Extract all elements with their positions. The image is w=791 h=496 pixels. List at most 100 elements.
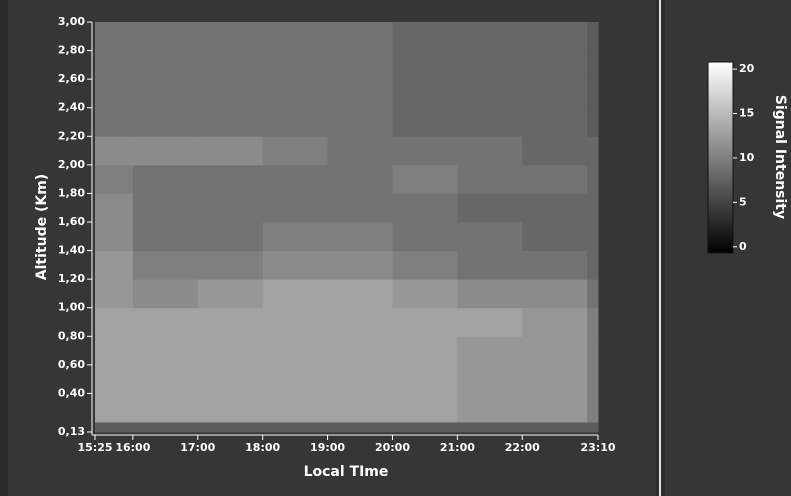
y-tick-label: 2,20 bbox=[58, 129, 85, 142]
heatmap-cell bbox=[522, 222, 588, 252]
heatmap-cell bbox=[197, 422, 264, 433]
x-tick-label: 18:00 bbox=[245, 441, 280, 454]
heatmap-cell bbox=[522, 422, 588, 433]
heatmap-cell bbox=[132, 107, 199, 137]
heatmap-cell bbox=[457, 307, 523, 337]
heatmap-cell bbox=[132, 22, 199, 52]
heatmap-cell bbox=[197, 79, 264, 109]
heatmap-cell bbox=[262, 279, 329, 309]
heatmap-cell bbox=[587, 164, 599, 194]
heatmap-cell bbox=[262, 336, 329, 366]
heatmap-cell bbox=[392, 164, 458, 194]
y-tick-label: 3,00 bbox=[58, 15, 85, 28]
colorbar-tick-label: 20 bbox=[739, 62, 755, 75]
y-tick-label: 0,40 bbox=[58, 386, 85, 399]
heatmap-cell bbox=[262, 22, 329, 52]
heatmap-cell bbox=[587, 250, 599, 280]
y-tick-label: 2,40 bbox=[58, 101, 85, 114]
heatmap-cell bbox=[197, 136, 264, 166]
heatmap-cell bbox=[587, 107, 599, 137]
heatmap-cell bbox=[457, 164, 523, 194]
y-tick-label: 1,60 bbox=[58, 215, 85, 228]
heatmap-cell bbox=[522, 279, 588, 309]
heatmap-cell bbox=[95, 279, 134, 309]
heatmap-cell bbox=[95, 250, 134, 280]
heatmap-cell bbox=[587, 222, 599, 252]
heatmap-cell bbox=[197, 22, 264, 52]
heatmap-cell bbox=[95, 364, 134, 394]
heatmap-cell bbox=[95, 164, 134, 194]
heatmap-cell bbox=[457, 336, 523, 366]
x-tick-label: 23:10 bbox=[580, 441, 615, 454]
heatmap-cell bbox=[522, 307, 588, 337]
heatmap-cell bbox=[132, 50, 199, 80]
x-tick-label: 19:00 bbox=[310, 441, 345, 454]
heatmap-cell bbox=[457, 107, 523, 137]
heatmap-cell bbox=[327, 136, 393, 166]
x-tick-label: 17:00 bbox=[180, 441, 215, 454]
heatmap-cell bbox=[197, 164, 264, 194]
x-tick-label: 15:25 bbox=[77, 441, 112, 454]
heatmap-cell bbox=[522, 193, 588, 223]
heatmap-cell bbox=[457, 222, 523, 252]
heatmap-cell bbox=[392, 364, 458, 394]
heatmap-cell bbox=[132, 336, 199, 366]
heatmap-cell bbox=[522, 250, 588, 280]
heatmap-cell bbox=[522, 393, 588, 423]
heatmap-cell bbox=[327, 107, 393, 137]
heatmap-cell bbox=[327, 250, 393, 280]
heatmap-cell bbox=[197, 364, 264, 394]
heatmap-cell bbox=[457, 279, 523, 309]
heatmap-cell bbox=[197, 336, 264, 366]
heatmap-cell bbox=[132, 222, 199, 252]
heatmap-cell bbox=[262, 50, 329, 80]
heatmap-cell bbox=[197, 307, 264, 337]
y-tick-label: 0,13 bbox=[58, 425, 85, 438]
heatmap-cell bbox=[132, 422, 199, 433]
y-tick-label: 2,00 bbox=[58, 158, 85, 171]
heatmap-cell bbox=[587, 193, 599, 223]
heatmap-cell bbox=[132, 164, 199, 194]
heatmap-cell bbox=[197, 193, 264, 223]
heatmap-cell bbox=[327, 164, 393, 194]
heatmap-cell bbox=[392, 107, 458, 137]
heatmap-cell bbox=[392, 279, 458, 309]
heatmap-cell bbox=[587, 336, 599, 366]
heatmap-cell bbox=[262, 307, 329, 337]
heatmap-cell bbox=[327, 422, 393, 433]
heatmap-cell bbox=[457, 136, 523, 166]
heatmap-cell bbox=[197, 250, 264, 280]
colorbar bbox=[707, 61, 734, 254]
heatmap-cell bbox=[392, 22, 458, 52]
heatmap-cell bbox=[392, 336, 458, 366]
heatmap-cell bbox=[457, 250, 523, 280]
heatmap-cell bbox=[522, 107, 588, 137]
heatmap-cell bbox=[587, 393, 599, 423]
heatmap-cell bbox=[587, 279, 599, 309]
heatmap-cell bbox=[132, 364, 199, 394]
heatmap-cell bbox=[392, 250, 458, 280]
heatmap-cell bbox=[95, 79, 134, 109]
heatmap-cell bbox=[327, 393, 393, 423]
x-axis-title: Local TIme bbox=[304, 464, 389, 480]
y-tick-label: 1,80 bbox=[58, 186, 85, 199]
heatmap-cell bbox=[95, 50, 134, 80]
heatmap-cell bbox=[457, 422, 523, 433]
heatmap-cell bbox=[392, 193, 458, 223]
y-tick-label: 2,80 bbox=[58, 44, 85, 57]
colorbar-tick-label: 0 bbox=[739, 240, 747, 253]
heatmap-cell bbox=[587, 307, 599, 337]
heatmap-cell bbox=[95, 22, 134, 52]
heatmap-cell bbox=[262, 107, 329, 137]
heatmap-cell bbox=[262, 250, 329, 280]
heatmap-cell bbox=[327, 364, 393, 394]
y-tick-label: 1,00 bbox=[58, 301, 85, 314]
heatmap-cell bbox=[132, 79, 199, 109]
heatmap-cell bbox=[392, 50, 458, 80]
heatmap-cell bbox=[457, 364, 523, 394]
colorbar-title: Signal Intensity bbox=[772, 95, 788, 219]
heatmap-cell bbox=[95, 136, 134, 166]
heatmap-cell bbox=[522, 336, 588, 366]
y-tick-label: 0,80 bbox=[58, 329, 85, 342]
